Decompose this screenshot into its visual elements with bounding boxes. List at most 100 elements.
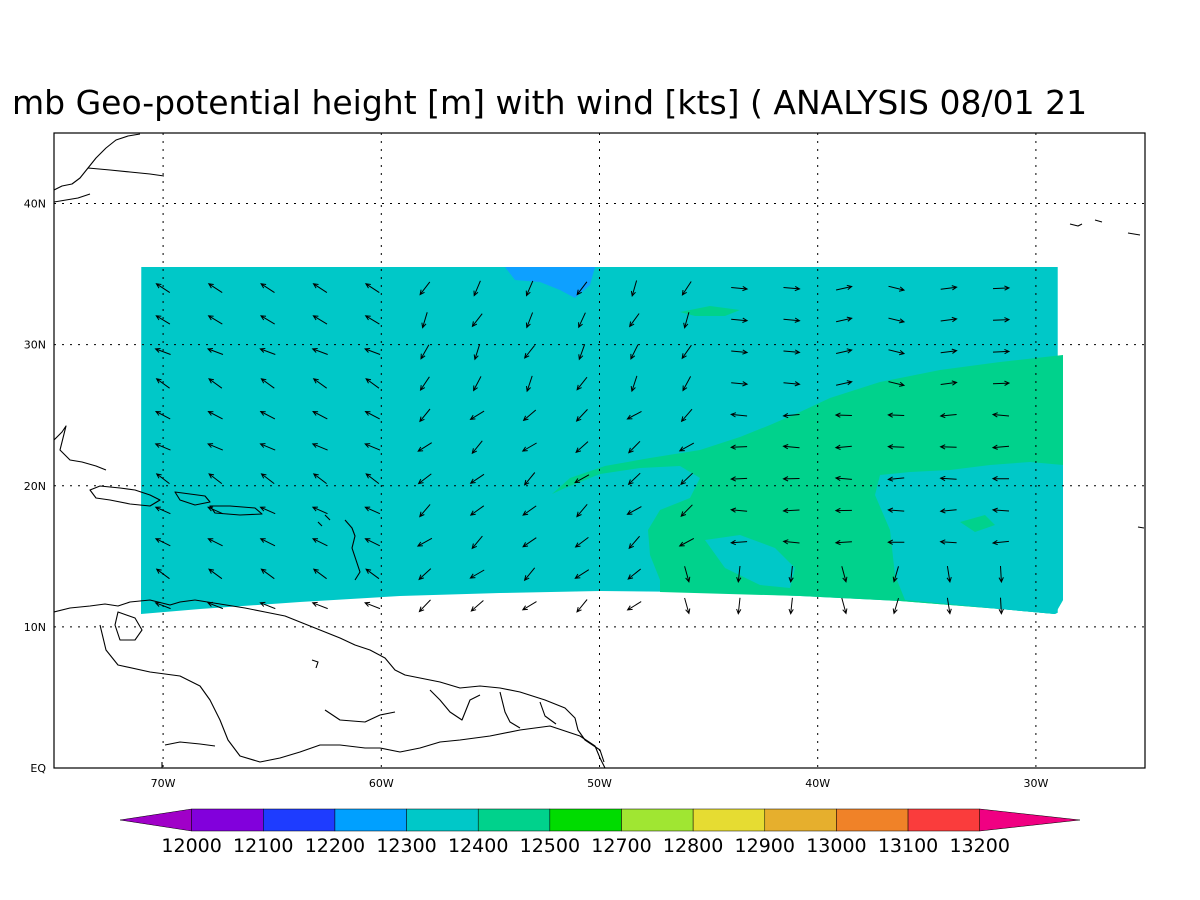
wind-arrow: [523, 567, 536, 582]
axis-labels: 70W 60W 50W 40W 30W EQ 10N 20N 30N 40N: [24, 198, 1049, 790]
wind-arrow: [364, 283, 380, 294]
wind-arrow: [417, 473, 432, 485]
wind-arrow: [626, 410, 642, 420]
colorbar-segment: [764, 808, 837, 832]
wind-arrow: [888, 317, 906, 324]
colorbar-segment: [191, 808, 264, 832]
lat-tick-label: 20N: [24, 480, 46, 493]
wind-arrow: [998, 597, 1004, 615]
colorbar: 12000 12100 12200 12300 12400 12500 12700 12800…: [119, 808, 1081, 857]
wind-arrow: [887, 476, 905, 482]
wind-arrow: [888, 285, 906, 292]
wind-arrow: [421, 312, 428, 329]
wind-arrow: [939, 475, 957, 482]
wind-arrow: [364, 410, 380, 420]
colorbar-label: 12900: [735, 835, 795, 857]
height-fill-12300-inner: [705, 535, 795, 588]
wind-arrow: [991, 507, 1010, 513]
wind-arrow: [783, 349, 801, 355]
wind-arrow: [208, 378, 223, 389]
colorbar-segment: [621, 808, 694, 832]
wind-arrow: [682, 376, 692, 392]
wind-arrow: [731, 381, 749, 387]
wind-arrow: [939, 444, 957, 450]
colorbar-label: 13200: [949, 835, 1009, 857]
wind-arrow: [683, 312, 690, 329]
wind-arrow: [678, 442, 695, 452]
wind-arrow: [469, 473, 485, 484]
wind-arrow: [887, 539, 905, 545]
colorbar-segment: [334, 808, 407, 832]
wind-arrow: [630, 375, 638, 393]
wind-arrow: [525, 280, 534, 297]
wind-arrow: [312, 378, 327, 389]
wind-arrow: [207, 315, 223, 325]
wind-arrow: [940, 316, 958, 323]
colorbar-label: 12500: [520, 835, 580, 857]
height-fill-12200: [505, 267, 595, 298]
wind-arrow: [521, 601, 537, 611]
wind-arrow: [418, 568, 432, 581]
wind-arrow: [835, 380, 853, 386]
borders-guianas: [324, 689, 557, 729]
wind-arrow: [259, 443, 276, 451]
wind-arrow: [991, 476, 1010, 482]
wind-arrow: [259, 601, 276, 610]
wind-arrow: [629, 313, 640, 328]
wind-arrow: [630, 344, 639, 360]
coast-us-northeast: [54, 133, 165, 203]
wind-arrow: [312, 315, 328, 325]
wind-arrow: [835, 316, 853, 323]
wind-arrow: [783, 381, 801, 387]
lon-tick-label: 50W: [587, 777, 612, 790]
wind-arrow: [522, 537, 537, 548]
wind-arrow: [782, 539, 800, 545]
wind-arrow: [576, 599, 588, 613]
wind-arrow: [155, 378, 170, 389]
lat-tick-label: 30N: [24, 339, 46, 352]
wind-arrow: [992, 285, 1011, 291]
wind-arrow: [626, 506, 642, 515]
coast-south-america-north: [194, 599, 605, 763]
wind-arrow: [312, 283, 328, 294]
wind-arrow: [888, 381, 906, 387]
height-fill-12300-east: [875, 462, 1063, 614]
wind-arrow: [154, 506, 171, 515]
wind-arrow: [154, 601, 171, 610]
wind-arrow: [578, 344, 586, 361]
wind-arrow: [259, 538, 276, 547]
wind-arrow: [684, 566, 691, 583]
wind-arrow: [782, 508, 800, 514]
wind-arrow: [730, 539, 748, 546]
wind-arrow: [730, 507, 748, 513]
colorbar-label: 12300: [376, 835, 436, 857]
map-plot-area: [54, 133, 1145, 768]
wind-arrow: [788, 597, 794, 615]
wind-arrow: [684, 597, 691, 615]
wind-arrow: [469, 569, 485, 579]
wind-arrow: [365, 473, 380, 484]
wind-arrow: [731, 285, 749, 292]
wind-arrow: [736, 565, 742, 584]
wind-arrow: [841, 566, 848, 583]
wind-arrow: [835, 284, 853, 291]
wind-arrow: [782, 412, 800, 419]
colorbar-arrow-right: [979, 808, 1081, 832]
wind-arrow: [680, 504, 693, 518]
wind-arrow: [155, 315, 171, 325]
wind-arrow: [783, 317, 801, 323]
wind-arrow: [626, 601, 642, 611]
colorbar-label: 12000: [161, 835, 221, 857]
wind-arrow: [946, 597, 952, 615]
colorbar-label: 12400: [448, 835, 508, 857]
wind-arrow: [473, 280, 481, 297]
wind-arrow: [311, 538, 328, 547]
colorbar-label: 13000: [806, 835, 866, 857]
wind-arrow: [155, 473, 170, 484]
wind-arrow: [311, 601, 328, 610]
height-fill-12400-small: [960, 515, 995, 532]
wind-arrow: [364, 443, 381, 451]
wind-arrow: [471, 535, 483, 550]
wind-arrow: [525, 312, 534, 329]
colorbar-label: 13100: [878, 835, 938, 857]
